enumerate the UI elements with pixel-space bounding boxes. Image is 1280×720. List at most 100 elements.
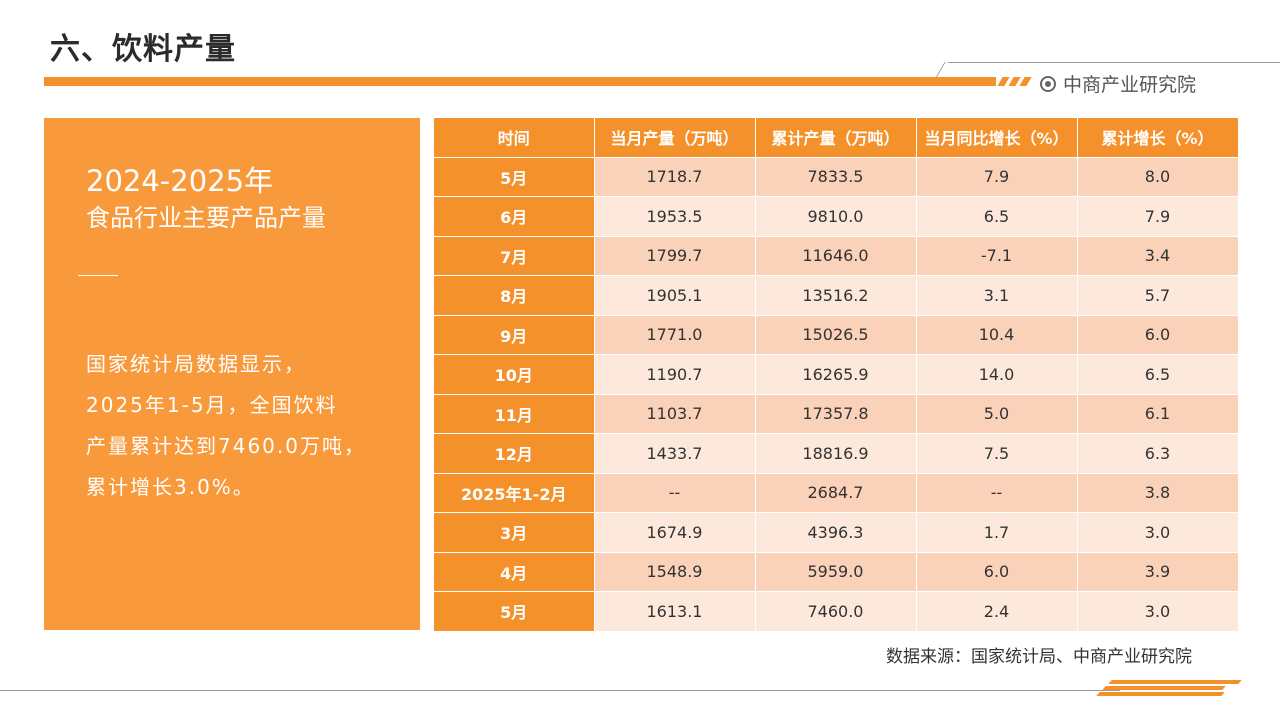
header-period: 时间: [434, 118, 595, 158]
footer-line: [0, 690, 1120, 691]
cell-cumulative-output: 4396.3: [755, 512, 917, 553]
summary-divider: [78, 275, 118, 276]
summary-line: 累计增长3.0%。: [86, 475, 255, 499]
cell-monthly-yoy: 7.5: [916, 433, 1078, 474]
cell-cumulative-growth: 8.0: [1077, 157, 1239, 197]
table-row: 9月 1771.0 15026.5 10.4 6.0: [434, 315, 1239, 355]
cell-monthly-yoy: 2.4: [916, 591, 1078, 632]
footer-stripes-decoration: [1096, 680, 1242, 696]
table-row: 5月 1613.1 7460.0 2.4 3.0: [434, 591, 1239, 632]
cell-cumulative-growth: 6.1: [1077, 394, 1239, 434]
header-monthly-output: 当月产量（万吨）: [594, 118, 756, 158]
header-cumulative-growth: 累计增长（%）: [1077, 118, 1239, 158]
cell-cumulative-output: 13516.2: [755, 275, 917, 316]
cell-cumulative-growth: 3.0: [1077, 512, 1239, 553]
cell-cumulative-growth: 6.0: [1077, 315, 1239, 355]
cell-monthly-yoy: -7.1: [916, 236, 1078, 276]
header-stripes-decoration: [997, 77, 1032, 86]
header-divider-line: [948, 62, 1280, 63]
cell-cumulative-output: 17357.8: [755, 394, 917, 434]
cell-cumulative-output: 16265.9: [755, 354, 917, 395]
cell-cumulative-output: 7460.0: [755, 591, 917, 632]
cell-monthly-output: 1905.1: [594, 275, 756, 316]
brand-logo: 中商产业研究院: [1040, 70, 1196, 97]
table-row: 12月 1433.7 18816.9 7.5 6.3: [434, 433, 1239, 474]
cell-monthly-output: 1548.9: [594, 552, 756, 592]
page-title: 六、饮料产量: [50, 32, 236, 67]
cell-period: 9月: [434, 315, 595, 355]
cell-monthly-yoy: 10.4: [916, 315, 1078, 355]
table-row: 10月 1190.7 16265.9 14.0 6.5: [434, 354, 1239, 395]
cell-period: 4月: [434, 552, 595, 592]
table-row: 11月 1103.7 17357.8 5.0 6.1: [434, 394, 1239, 434]
cell-monthly-output: 1718.7: [594, 157, 756, 197]
cell-cumulative-output: 9810.0: [755, 196, 917, 237]
table-row: 3月 1674.9 4396.3 1.7 3.0: [434, 512, 1239, 553]
summary-subtitle: 食品行业主要产品产量: [86, 204, 326, 232]
cell-period: 5月: [434, 157, 595, 197]
cell-cumulative-growth: 6.3: [1077, 433, 1239, 474]
cell-monthly-output: 1613.1: [594, 591, 756, 632]
cell-cumulative-growth: 6.5: [1077, 354, 1239, 395]
cell-monthly-yoy: 5.0: [916, 394, 1078, 434]
cell-monthly-output: 1953.5: [594, 196, 756, 237]
cell-monthly-yoy: --: [916, 473, 1078, 513]
header-cumulative-output: 累计产量（万吨）: [755, 118, 917, 158]
cell-monthly-yoy: 14.0: [916, 354, 1078, 395]
cell-monthly-output: --: [594, 473, 756, 513]
summary-year: 2024-2025年: [86, 164, 274, 198]
cell-cumulative-growth: 3.8: [1077, 473, 1239, 513]
cell-monthly-yoy: 7.9: [916, 157, 1078, 197]
table-header-row: 时间 当月产量（万吨） 累计产量（万吨） 当月同比增长（%） 累计增长（%）: [434, 118, 1239, 158]
summary-text: 国家统计局数据显示， 2025年1-5月，全国饮料 产量累计达到7460.0万吨…: [86, 344, 386, 508]
cell-period: 11月: [434, 394, 595, 434]
cell-cumulative-growth: 3.4: [1077, 236, 1239, 276]
cell-period: 7月: [434, 236, 595, 276]
cell-cumulative-growth: 3.0: [1077, 591, 1239, 632]
brand-name: 中商产业研究院: [1063, 74, 1197, 96]
cell-cumulative-output: 18816.9: [755, 433, 917, 474]
production-table: 时间 当月产量（万吨） 累计产量（万吨） 当月同比增长（%） 累计增长（%） 5…: [434, 118, 1239, 632]
cell-period: 10月: [434, 354, 595, 395]
cell-period: 5月: [434, 591, 595, 632]
cell-cumulative-output: 7833.5: [755, 157, 917, 197]
cell-cumulative-growth: 7.9: [1077, 196, 1239, 237]
data-source: 数据来源：国家统计局、中商产业研究院: [886, 647, 1192, 667]
cell-monthly-output: 1771.0: [594, 315, 756, 355]
table-row: 4月 1548.9 5959.0 6.0 3.9: [434, 552, 1239, 592]
cell-monthly-output: 1799.7: [594, 236, 756, 276]
cell-period: 3月: [434, 512, 595, 553]
header-monthly-yoy: 当月同比增长（%）: [916, 118, 1078, 158]
cell-period: 8月: [434, 275, 595, 316]
table-row: 2025年1-2月 -- 2684.7 -- 3.8: [434, 473, 1239, 513]
cell-cumulative-growth: 3.9: [1077, 552, 1239, 592]
cell-monthly-output: 1190.7: [594, 354, 756, 395]
cell-period: 2025年1-2月: [434, 473, 595, 513]
cell-monthly-yoy: 1.7: [916, 512, 1078, 553]
cell-monthly-output: 1433.7: [594, 433, 756, 474]
cell-period: 12月: [434, 433, 595, 474]
summary-line: 国家统计局数据显示，: [86, 352, 306, 376]
cell-cumulative-growth: 5.7: [1077, 275, 1239, 316]
header-divider-slant: [935, 62, 946, 78]
cell-cumulative-output: 15026.5: [755, 315, 917, 355]
table-row: 5月 1718.7 7833.5 7.9 8.0: [434, 157, 1239, 197]
cell-period: 6月: [434, 196, 595, 237]
table-row: 7月 1799.7 11646.0 -7.1 3.4: [434, 236, 1239, 276]
summary-line: 产量累计达到7460.0万吨，: [86, 434, 366, 458]
brand-circle-icon: [1040, 75, 1056, 92]
summary-line: 2025年1-5月，全国饮料: [86, 393, 338, 417]
cell-monthly-yoy: 3.1: [916, 275, 1078, 316]
cell-monthly-yoy: 6.0: [916, 552, 1078, 592]
cell-cumulative-output: 2684.7: [755, 473, 917, 513]
summary-panel: 2024-2025年 食品行业主要产品产量 国家统计局数据显示， 2025年1-…: [44, 118, 420, 630]
cell-monthly-output: 1674.9: [594, 512, 756, 553]
table-row: 6月 1953.5 9810.0 6.5 7.9: [434, 196, 1239, 237]
cell-monthly-output: 1103.7: [594, 394, 756, 434]
title-underline-bar: [44, 77, 996, 86]
cell-monthly-yoy: 6.5: [916, 196, 1078, 237]
table-row: 8月 1905.1 13516.2 3.1 5.7: [434, 275, 1239, 316]
cell-cumulative-output: 11646.0: [755, 236, 917, 276]
cell-cumulative-output: 5959.0: [755, 552, 917, 592]
table-body: 5月 1718.7 7833.5 7.9 8.0 6月 1953.5 9810.0 6.5 7.9…: [434, 157, 1239, 632]
